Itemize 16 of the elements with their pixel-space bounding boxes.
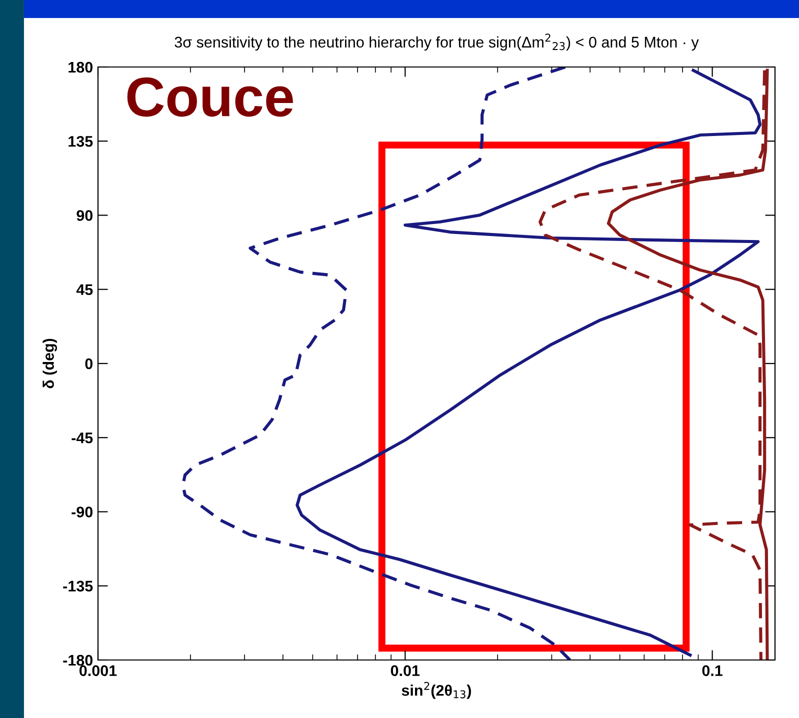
x-tick-label: 0.001 [79,665,117,676]
y-tick-label: -45 [72,432,93,444]
y-tick-label: -90 [72,506,93,518]
chart-title: 3σ sensitivity to the neutrino hierarchy for true sign(Δm$^{2}$$_{23}$) < 0 and 5 Mton · y [174,34,699,51]
x-axis-title: sin$^{2}$(2θ$_{13}$) [402,682,471,699]
y-axis-title: δ (deg) [42,338,58,388]
x-tick-label: 0.1 [702,665,722,676]
annotation: Couce [127,77,293,117]
y-tick-label: -135 [63,580,93,592]
x-tick-label: 0.01 [390,665,420,676]
y-tick-label: 45 [76,284,93,296]
y-tick-label: 135 [68,136,93,147]
y-tick-label: 90 [76,210,93,221]
y-tick-label: 0 [85,358,93,370]
y-tick-label: 180 [68,62,93,73]
y-tick-label: -180 [63,654,93,666]
